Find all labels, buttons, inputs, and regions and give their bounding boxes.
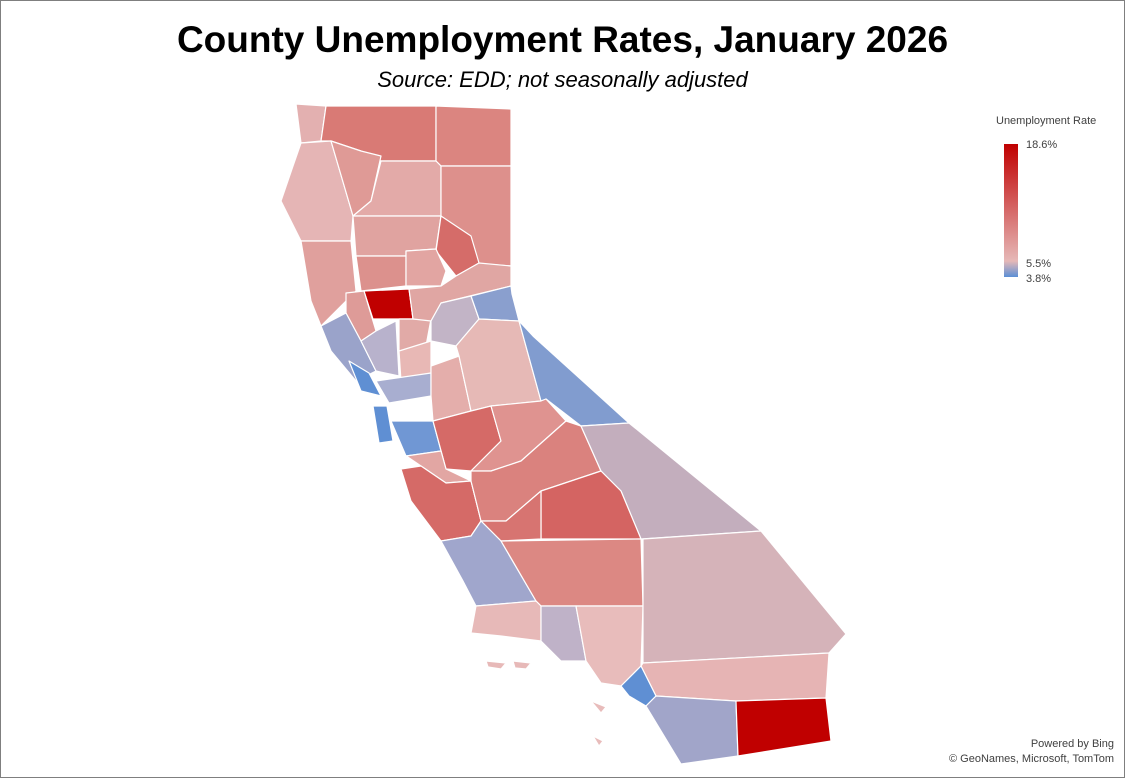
powered-by-text: Powered by Bing (1030, 738, 1114, 750)
county[interactable] (435, 105, 512, 167)
county[interactable] (355, 255, 407, 292)
county[interactable] (470, 600, 542, 642)
county[interactable] (470, 285, 520, 322)
county[interactable] (372, 405, 394, 444)
map-title: County Unemployment Rates, January 2026 (176, 19, 949, 60)
legend-min-label: 3.8% (1026, 273, 1052, 285)
legend-color-scale (1004, 144, 1018, 277)
county[interactable] (642, 530, 847, 664)
county[interactable] (735, 697, 832, 757)
county[interactable] (480, 490, 542, 542)
legend-max-label: 18.6% (1026, 139, 1058, 151)
legend-title: Unemployment Rate (996, 115, 1097, 127)
map-credits: Powered by Bing © GeoNames, Microsoft, T… (949, 737, 1114, 767)
county[interactable] (408, 262, 512, 322)
copyright-text: © GeoNames, Microsoft, TomTom (949, 753, 1114, 765)
county[interactable] (540, 605, 587, 662)
island (592, 735, 604, 747)
county[interactable] (348, 360, 382, 397)
county[interactable] (330, 140, 382, 217)
island (512, 660, 532, 670)
county[interactable] (375, 372, 432, 404)
island (590, 700, 607, 714)
county[interactable] (405, 248, 447, 287)
county[interactable] (645, 695, 739, 765)
county[interactable] (360, 320, 400, 377)
island (485, 660, 507, 670)
legend-mid-label: 5.5% (1026, 258, 1052, 270)
map-subtitle: Source: EDD; not seasonally adjusted (377, 67, 748, 92)
